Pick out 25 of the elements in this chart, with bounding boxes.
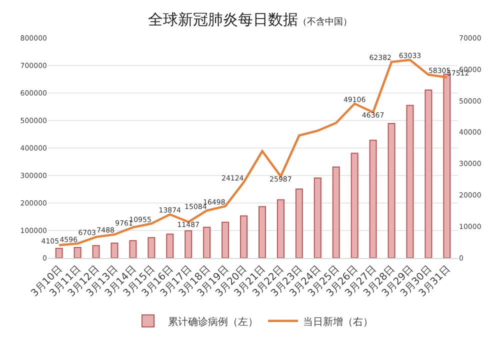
chart-subtitle: （不含中国） [298,16,352,28]
legend-label: 累计确诊病例（左） [168,316,258,328]
bar [388,123,396,258]
bar [74,247,82,258]
bar [148,237,156,258]
bar [406,104,414,258]
bar [166,234,174,258]
bar [350,152,358,258]
bar [222,222,230,258]
legend-label: 当日新增（右） [303,316,373,328]
line-series [58,58,448,246]
bar [314,177,322,258]
bar [369,140,377,258]
bar [276,199,284,258]
bar [240,215,248,258]
bar [92,245,100,258]
bar [203,226,211,258]
bar [110,242,118,258]
bar [184,230,192,258]
bar [258,206,266,258]
bar [129,240,137,258]
bar [55,248,63,258]
bar [424,89,432,258]
bar [332,166,340,258]
bar [295,188,303,258]
